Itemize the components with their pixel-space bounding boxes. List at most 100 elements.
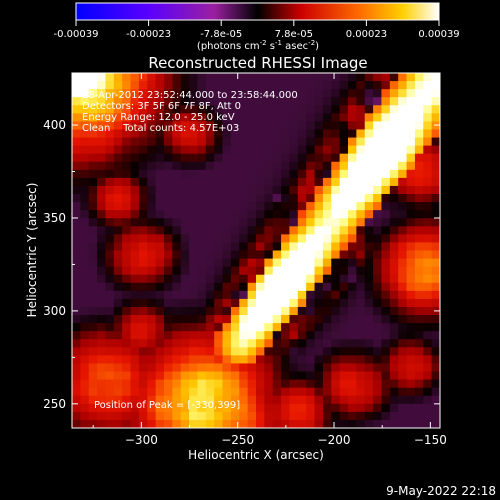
heatmap-cell [373, 105, 382, 114]
heatmap-cell [414, 266, 424, 276]
heatmap-cell [247, 258, 257, 268]
heatmap-cell [222, 306, 232, 316]
heatmap-cell [423, 290, 433, 300]
heatmap-cell [155, 395, 165, 405]
heatmap-cell [331, 218, 341, 227]
heatmap-cell [406, 282, 416, 292]
heatmap-cell [222, 81, 232, 90]
heatmap-cell [289, 89, 299, 98]
heatmap-cell [138, 363, 148, 372]
heatmap-cell [147, 202, 157, 211]
heatmap-cell [348, 137, 357, 147]
heatmap-cell [80, 137, 90, 147]
heatmap-cell [105, 234, 115, 243]
heatmap-cell [381, 153, 391, 163]
heatmap-cell [80, 250, 90, 259]
heatmap-cell [281, 226, 290, 235]
heatmap-cell [105, 129, 115, 138]
colorbar-tick-label: -7.8e-05 [200, 29, 242, 40]
heatmap-cell [398, 250, 407, 259]
heatmap-cell [147, 315, 157, 324]
heatmap-cell [180, 137, 190, 147]
heatmap-cell [398, 298, 407, 308]
heatmap-cell [398, 419, 407, 429]
heatmap-cell [356, 185, 366, 195]
heatmap-cell [214, 258, 223, 268]
heatmap-cell [406, 153, 416, 163]
heatmap-cell [264, 274, 274, 284]
heatmap-cell [239, 363, 249, 372]
heatmap-cell [172, 306, 182, 316]
heatmap-cell [297, 339, 307, 348]
heatmap-cell [331, 403, 341, 413]
heatmap-cell [130, 323, 140, 332]
heatmap-cell [331, 355, 341, 364]
heatmap-cell [306, 379, 315, 389]
heatmap-cell [197, 89, 207, 98]
heatmap-cell [364, 403, 374, 413]
heatmap-cell [339, 226, 349, 235]
heatmap-cell [256, 355, 265, 364]
heatmap-cell [356, 403, 366, 413]
heatmap-cell [398, 355, 407, 364]
heatmap-cell [130, 363, 140, 372]
heatmap-cell [164, 97, 173, 106]
heatmap-cell [314, 290, 324, 300]
heatmap-cell [180, 371, 190, 380]
heatmap-cell [431, 194, 441, 203]
heatmap-cell [138, 250, 148, 259]
heatmap-cell [256, 411, 265, 421]
heatmap-cell [230, 89, 240, 98]
heatmap-cell [297, 242, 307, 251]
heatmap-cell [356, 89, 366, 98]
heatmap-cell [256, 274, 265, 284]
heatmap-cell [239, 226, 249, 235]
heatmap-cell [322, 266, 332, 276]
heatmap-cell [356, 266, 366, 276]
heatmap-cell [155, 290, 165, 300]
heatmap-cell [373, 395, 382, 405]
heatmap-cell [406, 331, 416, 340]
heatmap-cell [122, 371, 131, 380]
heatmap-cell [172, 194, 182, 203]
heatmap-cell [72, 323, 81, 332]
heatmap-cell [97, 81, 106, 90]
heatmap-cell [80, 411, 90, 421]
colorbar-tick-label: -0.00039 [54, 29, 99, 40]
heatmap-cell [264, 97, 274, 106]
heatmap-cell [230, 387, 240, 397]
heatmap-cell [247, 194, 257, 203]
heatmap-cell [122, 290, 131, 300]
heatmap-cell [322, 274, 332, 284]
heatmap-cell [331, 129, 341, 138]
heatmap-cell [364, 387, 374, 397]
heatmap-cell [155, 379, 165, 389]
heatmap-cell [130, 113, 140, 122]
heatmap-cell [373, 250, 382, 259]
heatmap-cell [431, 395, 441, 405]
heatmap-cell [130, 161, 140, 171]
heatmap-cell [230, 185, 240, 195]
heatmap-cell [272, 210, 282, 219]
heatmap-cell [322, 315, 332, 324]
heatmap-cell [130, 129, 140, 138]
heatmap-cell [381, 355, 391, 364]
heatmap-cell [105, 379, 115, 389]
heatmap-cell [72, 339, 81, 348]
heatmap-cell [289, 419, 299, 429]
heatmap-cell [373, 347, 382, 356]
heatmap-cell [105, 331, 115, 340]
heatmap-cell [155, 403, 165, 413]
heatmap-cell [222, 371, 232, 380]
heatmap-cell [272, 403, 282, 413]
heatmap-cell [306, 403, 315, 413]
heatmap-cell [364, 395, 374, 405]
heatmap-cell [247, 347, 257, 356]
heatmap-cell [164, 105, 173, 114]
heatmap-cell [398, 194, 407, 203]
heatmap-cell [122, 161, 131, 171]
heatmap-cell [189, 177, 198, 187]
heatmap-cell [239, 371, 249, 380]
heatmap-cell [398, 242, 407, 251]
heatmap-cell [147, 185, 157, 195]
